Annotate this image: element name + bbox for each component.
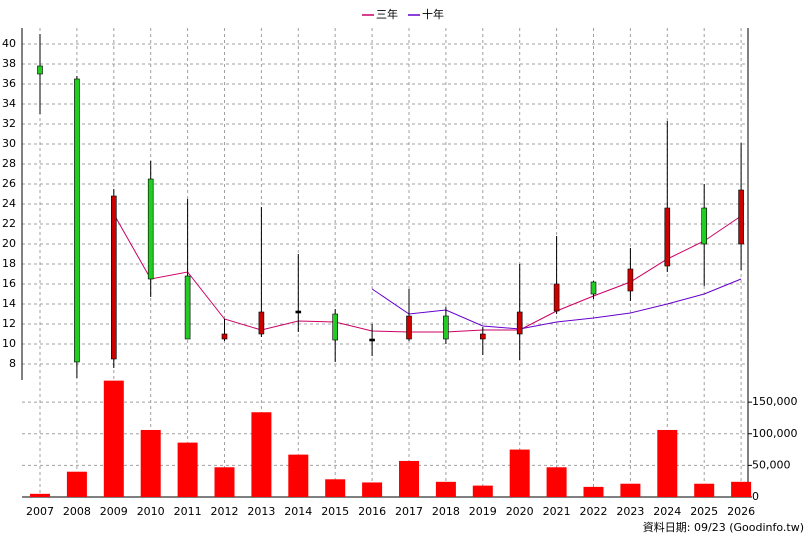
footnote: 資料日期: 09/23 (Goodinfo.tw) xyxy=(643,520,804,534)
volume-bar xyxy=(103,380,124,497)
candle-body xyxy=(701,207,708,245)
volume-bar xyxy=(583,486,604,497)
candle-body xyxy=(258,311,265,335)
candle-body xyxy=(553,283,560,312)
y-tick-label: 8 xyxy=(9,357,16,370)
y2-tick-label: 0 xyxy=(752,490,759,503)
volume-bar xyxy=(214,467,235,497)
y-tick-label: 34 xyxy=(2,97,16,110)
volume-bar xyxy=(288,454,309,497)
y-tick-label: 30 xyxy=(2,137,16,150)
x-tick-label: 2014 xyxy=(284,505,312,518)
candle-body xyxy=(332,313,339,341)
volume-bar xyxy=(509,449,530,497)
volume-bar xyxy=(140,429,161,497)
x-tick-label: 2011 xyxy=(174,505,202,518)
candle-body xyxy=(406,315,412,340)
volume-bar xyxy=(362,482,383,497)
legend-label: 十年 xyxy=(422,7,444,21)
y-tick-label: 22 xyxy=(2,217,16,230)
volume-bar xyxy=(251,412,272,497)
volume-bar xyxy=(620,483,641,497)
x-tick-label: 2013 xyxy=(247,505,275,518)
x-tick-label: 2007 xyxy=(26,505,54,518)
x-tick-label: 2021 xyxy=(543,505,571,518)
x-tick-label: 2024 xyxy=(653,505,681,518)
volume-bar xyxy=(657,429,678,497)
volume-bar xyxy=(694,483,715,497)
y-tick-label: 24 xyxy=(2,197,16,210)
candle-body xyxy=(74,78,80,363)
x-tick-label: 2018 xyxy=(432,505,460,518)
volume-bar xyxy=(325,479,346,497)
x-tick-label: 2017 xyxy=(395,505,423,518)
y-tick-label: 16 xyxy=(2,277,16,290)
y-tick-label: 12 xyxy=(2,317,16,330)
candle-body xyxy=(184,275,191,340)
candle-body xyxy=(295,310,302,314)
volume-bar xyxy=(399,460,419,497)
x-tick-label: 2019 xyxy=(469,505,497,518)
volume-bar xyxy=(66,471,87,497)
x-tick-label: 2025 xyxy=(690,505,718,518)
volume-bar xyxy=(30,493,50,497)
candle-body xyxy=(147,178,154,280)
volume-bar xyxy=(731,481,752,497)
candle-body xyxy=(221,333,228,340)
y-tick-label: 10 xyxy=(2,337,16,350)
candle-body xyxy=(111,195,117,360)
candle-body xyxy=(479,333,486,340)
x-tick-label: 2015 xyxy=(321,505,349,518)
candle-body xyxy=(516,311,523,335)
x-tick-label: 2022 xyxy=(580,505,608,518)
y-tick-label: 40 xyxy=(2,37,16,50)
candle-body xyxy=(738,189,744,245)
candle-body xyxy=(590,281,597,295)
candle-body xyxy=(627,268,634,292)
y2-tick-label: 150,000 xyxy=(752,395,798,408)
y-tick-label: 38 xyxy=(2,57,16,70)
legend-label: 三年 xyxy=(376,7,398,21)
volume-bar xyxy=(472,485,493,497)
x-tick-label: 2026 xyxy=(727,505,755,518)
candle-body xyxy=(443,315,449,340)
x-tick-label: 2010 xyxy=(137,505,165,518)
ma-line xyxy=(113,213,742,333)
y-tick-label: 32 xyxy=(2,117,16,130)
x-tick-label: 2020 xyxy=(506,505,534,518)
y2-tick-label: 50,000 xyxy=(752,458,791,471)
volume-bar xyxy=(177,442,198,497)
x-tick-label: 2023 xyxy=(616,505,644,518)
y-tick-label: 14 xyxy=(2,297,16,310)
candle-body xyxy=(369,338,375,342)
x-tick-label: 2012 xyxy=(211,505,239,518)
x-tick-label: 2016 xyxy=(358,505,386,518)
y-tick-label: 28 xyxy=(2,157,16,170)
volume-bar xyxy=(435,481,456,497)
volume-bar xyxy=(546,467,567,497)
y-tick-label: 36 xyxy=(2,77,16,90)
ma-line xyxy=(371,278,742,330)
candle-body xyxy=(37,65,43,75)
y-tick-label: 18 xyxy=(2,257,16,270)
y-tick-label: 26 xyxy=(2,177,16,190)
candle-body xyxy=(664,207,671,267)
y2-tick-label: 100,000 xyxy=(752,427,798,440)
y-tick-label: 20 xyxy=(2,237,16,250)
x-tick-label: 2008 xyxy=(63,505,91,518)
x-tick-label: 2009 xyxy=(100,505,128,518)
